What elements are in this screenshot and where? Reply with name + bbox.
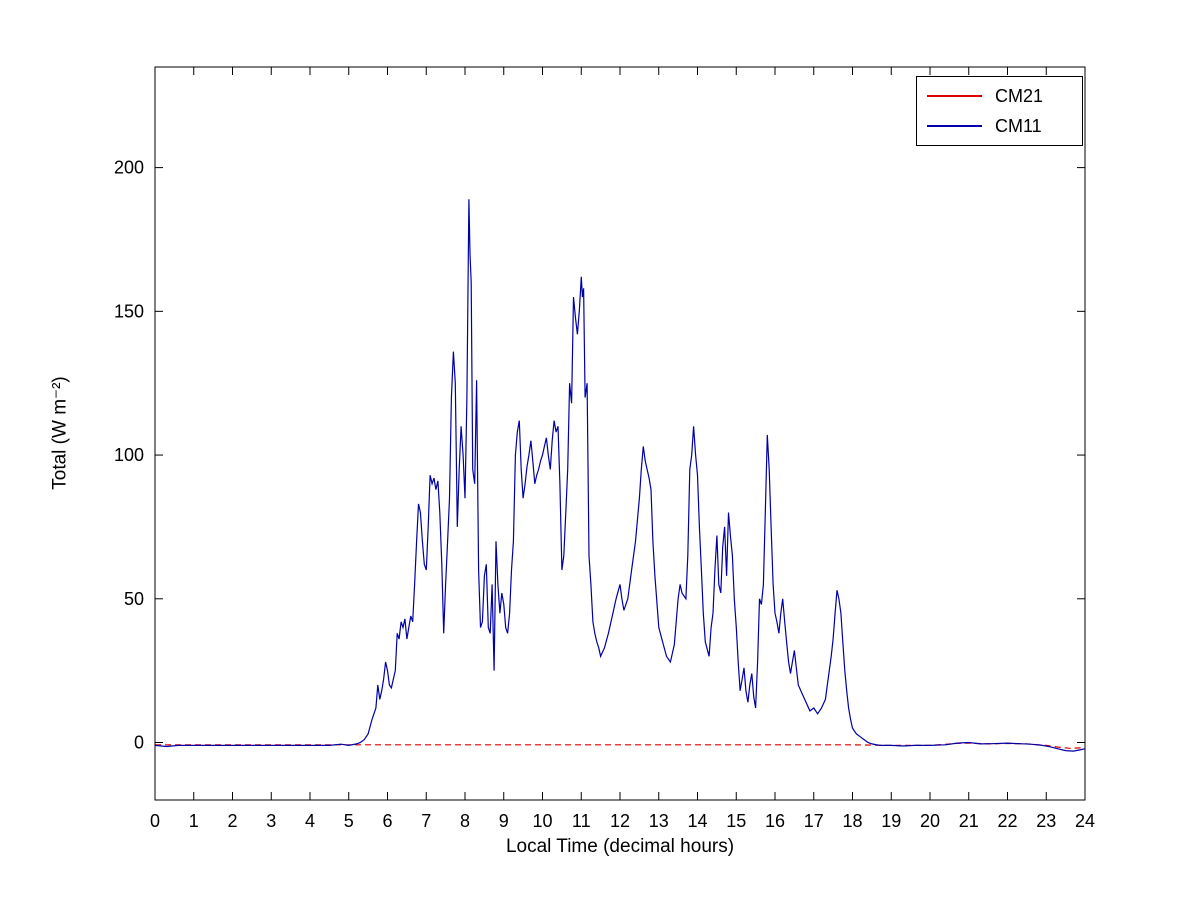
x-tick-label: 0 (150, 811, 160, 831)
x-tick-label: 18 (842, 811, 862, 831)
plot-border (154, 66, 1086, 801)
x-tick-label: 7 (421, 811, 431, 831)
x-tick-label: 12 (610, 811, 630, 831)
x-tick-label: 21 (959, 811, 979, 831)
legend-item-cm11: CM11 (917, 114, 1082, 138)
x-tick-label: 14 (687, 811, 707, 831)
x-tick-label: 5 (344, 811, 354, 831)
x-tick-label: 15 (726, 811, 746, 831)
x-tick-label: 9 (499, 811, 509, 831)
x-tick-label: 6 (382, 811, 392, 831)
x-tick-label: 16 (765, 811, 785, 831)
legend-line-cm21-icon (927, 95, 982, 97)
legend-item-cm21: CM21 (917, 84, 1082, 108)
x-tick-label: 22 (997, 811, 1017, 831)
x-axis-label: Local Time (decimal hours) (505, 836, 735, 857)
y-axis-label: Total (W m⁻²) (49, 376, 71, 490)
y-tick-label: 0 (134, 733, 144, 753)
x-tick-label: 10 (532, 811, 552, 831)
series-line-cm11 (154, 199, 1086, 752)
y-tick-label: 200 (114, 158, 144, 178)
x-tick-label: 1 (189, 811, 199, 831)
x-tick-label: 8 (460, 811, 470, 831)
x-tick-label: 20 (920, 811, 940, 831)
x-tick-label: 23 (1036, 811, 1056, 831)
x-tick-label: 3 (266, 811, 276, 831)
y-tick-label: 150 (114, 301, 144, 321)
legend-label-cm21: CM21 (995, 85, 1044, 106)
legend-label-cm11: CM11 (995, 115, 1042, 136)
legend: CM21 CM11 (916, 76, 1083, 146)
x-tick-label: 24 (1075, 811, 1095, 831)
y-tick-label: 100 (114, 445, 144, 465)
x-tick-label: 13 (649, 811, 669, 831)
x-tick-label: 2 (227, 811, 237, 831)
x-tick-label: 19 (881, 811, 901, 831)
x-tick-label: 11 (572, 811, 591, 831)
x-tick-label: 17 (804, 811, 824, 831)
legend-line-cm11-icon (927, 125, 982, 127)
y-tick-label: 50 (124, 589, 144, 609)
x-tick-label: 4 (305, 811, 315, 831)
